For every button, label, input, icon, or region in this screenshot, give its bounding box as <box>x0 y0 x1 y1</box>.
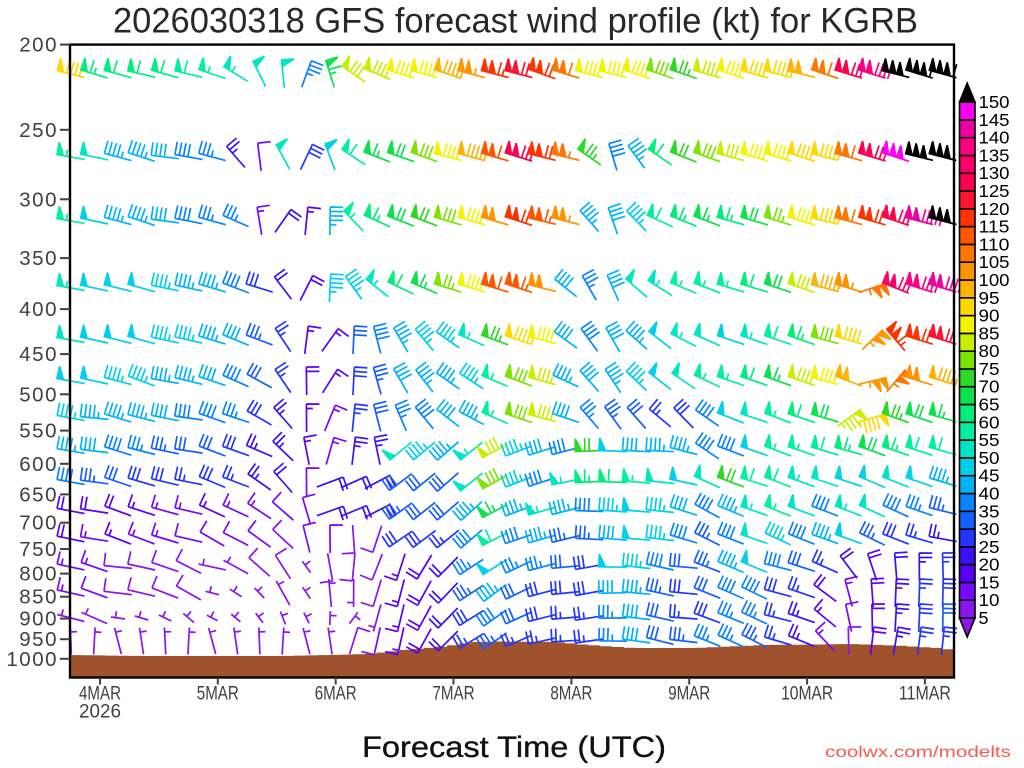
svg-text:6MAR: 6MAR <box>315 684 357 705</box>
svg-text:4MAR: 4MAR <box>79 684 121 705</box>
svg-text:65: 65 <box>979 395 1000 415</box>
svg-text:100: 100 <box>979 270 1010 290</box>
svg-text:135: 135 <box>979 146 1010 166</box>
svg-text:40: 40 <box>979 484 1000 504</box>
svg-text:600: 600 <box>19 453 58 476</box>
svg-text:145: 145 <box>979 110 1010 130</box>
svg-text:5: 5 <box>979 608 989 628</box>
svg-text:900: 900 <box>19 608 58 631</box>
svg-text:8MAR: 8MAR <box>550 684 592 705</box>
svg-text:300: 300 <box>19 188 58 211</box>
svg-text:130: 130 <box>979 163 1010 183</box>
svg-text:70: 70 <box>979 377 1000 397</box>
svg-text:140: 140 <box>979 128 1010 148</box>
svg-text:Forecast Time (UTC): Forecast Time (UTC) <box>362 731 666 764</box>
svg-text:115: 115 <box>979 217 1010 237</box>
svg-text:11MAR: 11MAR <box>899 684 951 705</box>
svg-text:950: 950 <box>19 628 58 651</box>
svg-text:750: 750 <box>19 538 58 561</box>
svg-text:30: 30 <box>979 519 1000 539</box>
svg-text:95: 95 <box>979 288 1000 308</box>
svg-text:150: 150 <box>979 92 1010 112</box>
svg-text:200: 200 <box>19 34 58 57</box>
svg-text:75: 75 <box>979 359 1000 379</box>
svg-text:50: 50 <box>979 448 1000 468</box>
svg-text:10: 10 <box>979 590 1000 610</box>
svg-text:125: 125 <box>979 181 1010 201</box>
svg-text:45: 45 <box>979 466 1000 486</box>
svg-text:2026: 2026 <box>79 702 121 723</box>
svg-text:55: 55 <box>979 430 1000 450</box>
svg-text:800: 800 <box>19 563 58 586</box>
svg-text:450: 450 <box>19 343 58 366</box>
svg-text:350: 350 <box>19 247 58 270</box>
svg-text:15: 15 <box>979 572 1000 592</box>
svg-text:25: 25 <box>979 537 1000 557</box>
svg-text:5MAR: 5MAR <box>197 684 239 705</box>
svg-text:700: 700 <box>19 512 58 535</box>
svg-text:105: 105 <box>979 252 1010 272</box>
svg-text:coolwx.com/modelts: coolwx.com/modelts <box>825 744 1011 761</box>
svg-text:10MAR: 10MAR <box>781 684 833 705</box>
svg-text:110: 110 <box>979 234 1010 254</box>
svg-text:85: 85 <box>979 323 1000 343</box>
svg-text:90: 90 <box>979 306 1000 326</box>
svg-text:35: 35 <box>979 501 1000 521</box>
svg-text:80: 80 <box>979 341 1000 361</box>
svg-text:500: 500 <box>19 383 58 406</box>
svg-text:1000: 1000 <box>6 648 58 671</box>
svg-text:60: 60 <box>979 412 1000 432</box>
svg-text:850: 850 <box>19 586 58 609</box>
svg-text:650: 650 <box>19 483 58 506</box>
svg-text:250: 250 <box>19 119 58 142</box>
svg-text:2026030318 GFS forecast wind p: 2026030318 GFS forecast wind profile (kt… <box>113 1 918 41</box>
svg-text:20: 20 <box>979 555 1000 575</box>
svg-text:9MAR: 9MAR <box>668 684 710 705</box>
svg-text:550: 550 <box>19 420 58 443</box>
svg-text:120: 120 <box>979 199 1010 219</box>
svg-text:7MAR: 7MAR <box>433 684 475 705</box>
svg-text:400: 400 <box>19 298 58 321</box>
